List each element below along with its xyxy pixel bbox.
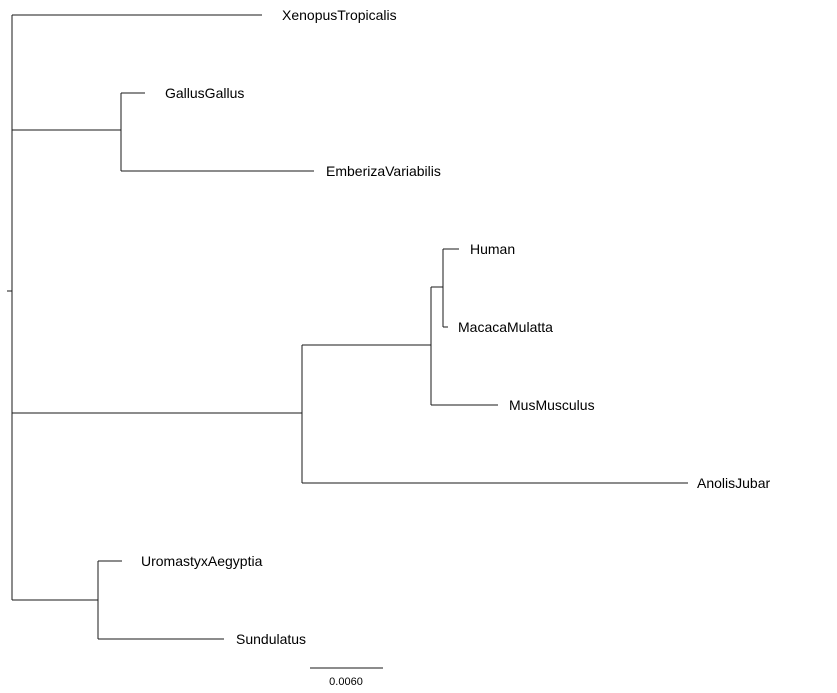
leaf-label-emberiza: EmberizaVariabilis (326, 163, 441, 179)
leaf-label-macaca: MacacaMulatta (458, 319, 553, 335)
leaf-label-anolis: AnolisJubar (697, 475, 770, 491)
leaf-label-uromastyx: UromastyxAegyptia (141, 553, 263, 569)
leaf-label-gallus: GallusGallus (165, 85, 244, 101)
leaf-label-human: Human (470, 241, 515, 257)
leaf-label-mus: MusMusculus (509, 397, 595, 413)
scale-bar-label: 0.0060 (329, 676, 363, 688)
leaf-label-sundulatus: Sundulatus (236, 631, 306, 647)
leaf-label-xenopus: XenopusTropicalis (282, 7, 397, 23)
